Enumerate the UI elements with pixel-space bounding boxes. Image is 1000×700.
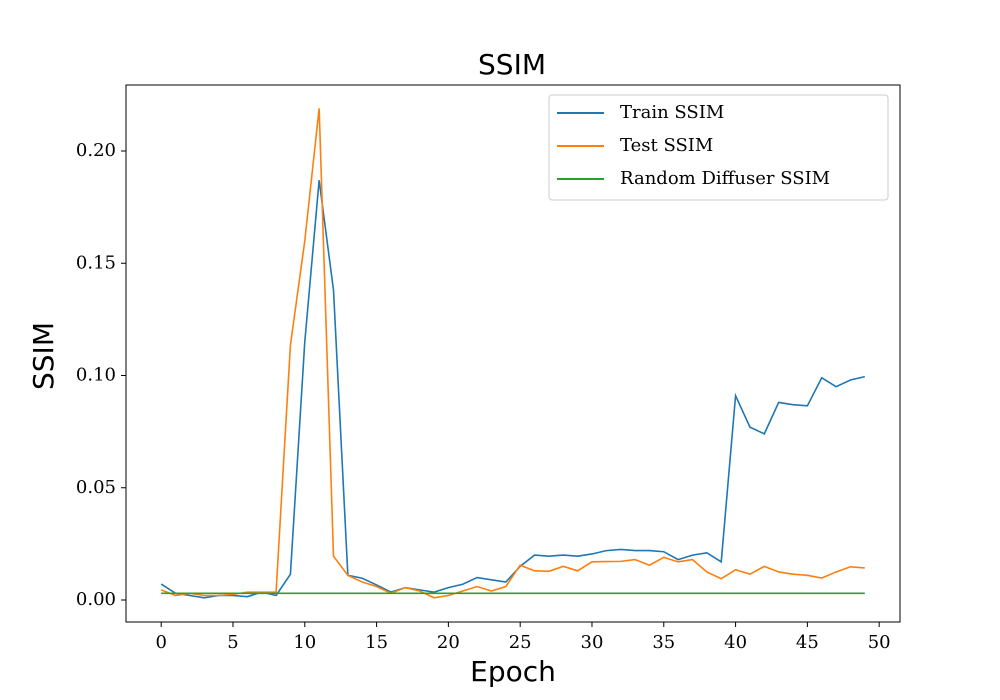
chart-title: SSIM [478, 48, 546, 81]
y-axis-label: SSIM [27, 322, 60, 390]
x-tick-label: 45 [796, 632, 819, 653]
legend-box [548, 94, 889, 201]
y-tick-label: 0.00 [76, 589, 116, 610]
x-tick-label: 50 [868, 632, 891, 653]
x-tick-label: 15 [365, 632, 388, 653]
legend-label: Test SSIM [620, 135, 713, 156]
series-line [160, 180, 866, 599]
x-tick-label: 20 [437, 632, 460, 653]
x-tick-label: 0 [155, 632, 166, 653]
y-tick-label: 0.20 [76, 140, 116, 161]
plot-frame [125, 84, 901, 623]
y-tick-label: 0.15 [76, 252, 116, 273]
x-axis-label: Epoch [470, 655, 556, 688]
legend-label: Random Diffuser SSIM [620, 168, 830, 189]
x-tick-label: 30 [581, 632, 604, 653]
legend-label: Train SSIM [620, 102, 724, 123]
x-tick-label: 5 [227, 632, 238, 653]
y-tick-label: 0.10 [76, 365, 116, 386]
x-tick-label: 35 [652, 632, 675, 653]
x-tick-label: 40 [724, 632, 747, 653]
series-line [160, 108, 865, 599]
x-tick-label: 10 [293, 632, 316, 653]
x-tick-label: 25 [509, 632, 532, 653]
y-tick-label: 0.05 [76, 477, 116, 498]
